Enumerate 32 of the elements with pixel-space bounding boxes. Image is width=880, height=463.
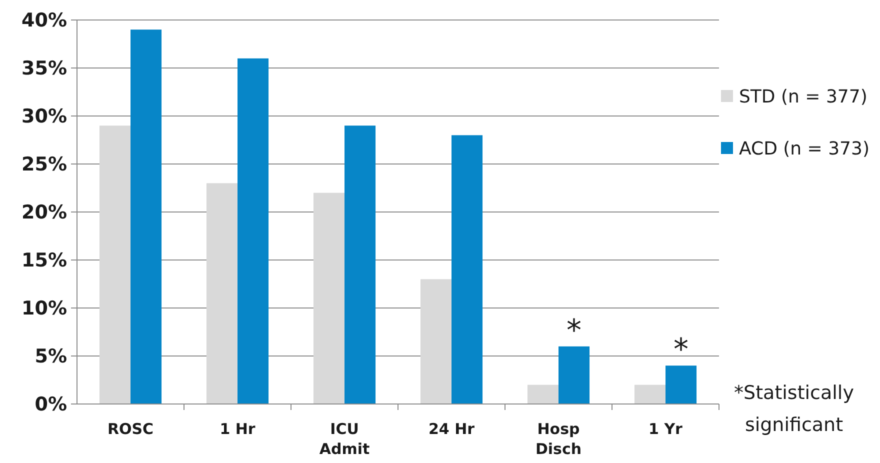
legend-label: STD (n = 377) (739, 86, 868, 108)
bar (344, 126, 376, 404)
y-tick-label: 40% (22, 10, 67, 32)
x-tick-label: ICU Admit (319, 420, 370, 458)
x-tick-label: 1 Yr (648, 420, 684, 438)
bar (99, 126, 130, 404)
y-tick-label: 10% (22, 298, 67, 320)
y-tick-label: 20% (22, 202, 67, 224)
y-tick-label: 35% (22, 58, 67, 80)
bar (452, 135, 483, 404)
bar (206, 183, 238, 404)
bar (558, 346, 590, 404)
x-tick-label: Hosp Disch (535, 420, 582, 458)
legend-label: ACD (n = 373) (739, 138, 870, 160)
x-tick-label: ROSC (107, 420, 154, 438)
bar (634, 384, 666, 404)
bar (130, 30, 162, 404)
bar (420, 279, 452, 404)
annotation: * (674, 332, 689, 368)
bar (527, 384, 558, 404)
x-tick-label: 24 Hr (428, 420, 476, 438)
x-tick-label: 1 Hr (220, 420, 256, 438)
y-tick-label: 5% (34, 346, 67, 368)
y-tick-label: 0% (34, 394, 67, 416)
bar (313, 192, 344, 404)
y-tick-label: 30% (22, 106, 67, 128)
text: *Statistically significant (734, 382, 854, 436)
y-tick-label: 25% (22, 154, 67, 176)
annotation: * (566, 313, 582, 348)
y-tick-label: 15% (22, 250, 67, 272)
bar (238, 58, 269, 404)
bar (666, 366, 697, 404)
